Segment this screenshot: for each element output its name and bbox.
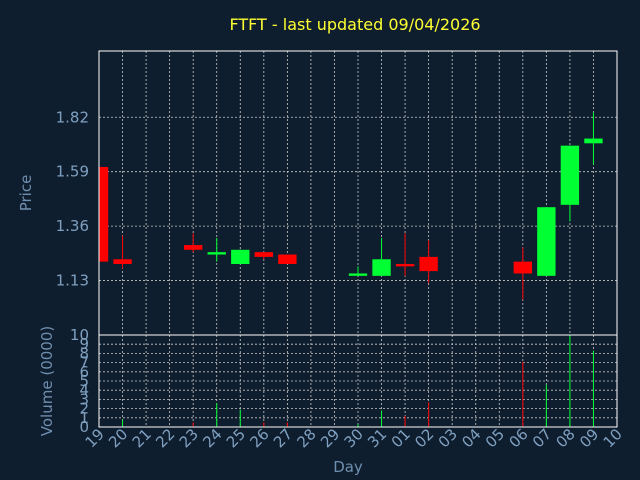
x-axis-label: Day bbox=[333, 458, 363, 476]
x-tick-label: 09 bbox=[576, 425, 602, 451]
candle bbox=[208, 238, 226, 262]
x-tick-label: 28 bbox=[294, 425, 320, 451]
volume-bar bbox=[122, 420, 123, 427]
candle bbox=[255, 252, 273, 259]
volume-bar bbox=[240, 410, 241, 427]
candle-body bbox=[231, 250, 249, 264]
candle-body bbox=[584, 139, 602, 144]
price-y-ticks: 1.13 1.36 1.59 1.82 bbox=[56, 108, 89, 289]
candle-body bbox=[419, 257, 437, 271]
candle bbox=[99, 167, 108, 262]
candle bbox=[537, 207, 555, 276]
volume-bar bbox=[593, 351, 594, 427]
candle bbox=[419, 240, 437, 283]
x-tick-label: 27 bbox=[270, 425, 296, 451]
candle-body bbox=[561, 146, 579, 205]
price-grid bbox=[99, 51, 617, 335]
x-tick-label: 26 bbox=[246, 425, 272, 451]
x-tick-label: 07 bbox=[529, 425, 555, 451]
x-ticks: 1920212223242526272829303101020304050607… bbox=[82, 425, 626, 451]
volume-bar bbox=[546, 385, 547, 427]
candle-body bbox=[113, 259, 131, 264]
candle-body bbox=[208, 252, 226, 254]
volume-bar bbox=[405, 416, 406, 427]
candle-body bbox=[372, 259, 390, 276]
x-tick-label: 06 bbox=[505, 425, 531, 451]
candle bbox=[349, 266, 367, 275]
volume-bar bbox=[193, 422, 194, 427]
candles bbox=[99, 113, 603, 300]
x-tick-label: 04 bbox=[458, 425, 484, 451]
x-tick-label: 25 bbox=[223, 425, 249, 451]
x-tick-label: 31 bbox=[364, 425, 390, 451]
candle bbox=[372, 238, 390, 276]
chart-title: FTFT - last updated 09/04/2026 bbox=[229, 15, 480, 34]
candle bbox=[514, 247, 532, 299]
volume-bar bbox=[381, 410, 382, 427]
price-tick-label: 1.36 bbox=[56, 217, 89, 235]
x-tick-label: 10 bbox=[600, 425, 626, 451]
volume-bar bbox=[569, 335, 570, 427]
candle bbox=[184, 233, 202, 252]
candle-body bbox=[255, 252, 273, 257]
price-axis-label: Price bbox=[17, 175, 35, 212]
x-tick-label: 05 bbox=[482, 425, 508, 451]
volume-bar bbox=[522, 362, 523, 427]
volume-grid bbox=[99, 335, 617, 427]
candle bbox=[113, 236, 131, 269]
volume-bar bbox=[216, 403, 217, 427]
price-tick-label: 1.13 bbox=[56, 272, 89, 290]
volume-tick-label: 10 bbox=[70, 326, 89, 344]
x-tick-label: 24 bbox=[199, 425, 225, 451]
x-tick-label: 29 bbox=[317, 425, 343, 451]
candle bbox=[231, 250, 249, 264]
candle-body bbox=[184, 245, 202, 250]
volume-bar bbox=[428, 402, 429, 427]
candle bbox=[278, 255, 296, 264]
candle-body bbox=[278, 255, 296, 264]
price-tick-label: 1.82 bbox=[56, 108, 89, 126]
x-tick-label: 30 bbox=[341, 425, 367, 451]
x-tick-label: 21 bbox=[129, 425, 155, 451]
candle bbox=[561, 146, 579, 222]
volume-axis-label: Volume (0000) bbox=[38, 326, 56, 436]
candle-body bbox=[537, 207, 555, 276]
x-tick-label: 01 bbox=[388, 425, 414, 451]
volume-bar bbox=[287, 422, 288, 427]
x-tick-label: 22 bbox=[152, 425, 178, 451]
candle-body bbox=[99, 167, 108, 262]
x-tick-label: 03 bbox=[435, 425, 461, 451]
volume-bar bbox=[263, 422, 264, 427]
candle-body bbox=[396, 264, 414, 266]
x-tick-label: 08 bbox=[553, 425, 579, 451]
candle bbox=[396, 233, 414, 276]
candle bbox=[584, 113, 602, 165]
x-tick-label: 20 bbox=[105, 425, 131, 451]
x-tick-label: 23 bbox=[176, 425, 202, 451]
candle-body bbox=[349, 273, 367, 275]
candle-body bbox=[514, 262, 532, 274]
price-tick-label: 1.59 bbox=[56, 163, 89, 181]
x-tick-label: 02 bbox=[411, 425, 437, 451]
